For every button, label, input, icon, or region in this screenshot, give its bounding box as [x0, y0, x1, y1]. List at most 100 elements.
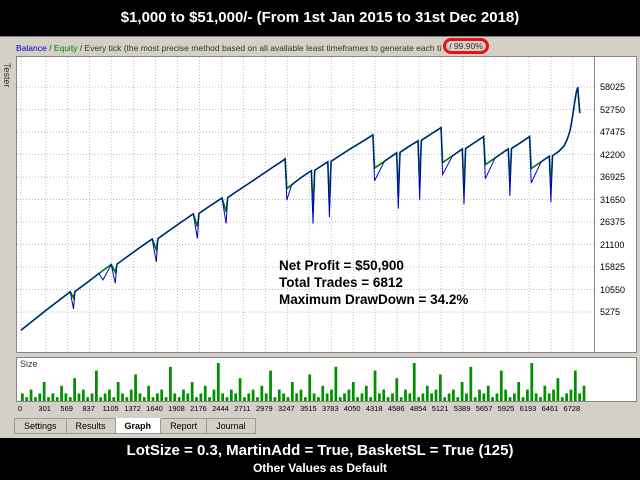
lot-size-bar: [273, 397, 277, 401]
lot-size-bar: [447, 393, 451, 401]
x-axis-label: 1908: [168, 404, 185, 413]
lot-size-bar: [177, 397, 181, 401]
x-axis-label: 837: [82, 404, 95, 413]
lot-size-bar: [256, 397, 259, 401]
lot-size-bar: [378, 393, 381, 401]
lot-size-bar: [334, 366, 338, 401]
lot-size-bar: [212, 389, 216, 401]
lot-size-bar: [508, 397, 512, 401]
lot-size-bar: [499, 370, 503, 401]
y-axis-label: 10550: [600, 284, 626, 295]
tester-caption: Tester: [2, 63, 12, 88]
lot-size-bar: [77, 393, 81, 401]
lot-size-bar: [386, 397, 390, 401]
net-profit-text: Net Profit = $50,900: [279, 258, 404, 273]
tab-journal[interactable]: Journal: [207, 418, 256, 434]
lot-size-bar: [578, 393, 582, 401]
x-axis-label: 6728: [563, 404, 581, 413]
lot-size-bar: [155, 393, 159, 401]
lot-size-bar: [121, 393, 124, 401]
lot-size-bar: [465, 393, 468, 401]
lot-size-histogram: Size: [16, 357, 637, 402]
lot-size-bars: [21, 363, 586, 401]
x-axis-label: 1105: [102, 404, 119, 413]
lot-size-bar: [364, 385, 368, 401]
lot-size-bar: [221, 393, 225, 401]
lot-size-bar: [216, 363, 220, 401]
x-axis-label: 4318: [365, 404, 383, 413]
lot-size-bar: [408, 393, 412, 401]
x-axis-label: 2979: [256, 404, 273, 413]
lot-size-bar: [330, 389, 333, 401]
bottom-banner-settings-text: LotSize = 0.3, MartinAdd = True, BasketS…: [126, 442, 514, 459]
lot-size-bar: [34, 397, 37, 401]
lot-size-bar: [25, 397, 29, 401]
tester-tab-bar: Settings Results Graph Report Journal: [14, 418, 256, 435]
results-annotation: Net Profit = $50,900 Total Trades = 6812…: [279, 257, 468, 308]
lot-size-bar: [543, 385, 547, 401]
x-axis-label: 5925: [497, 404, 515, 413]
equity-legend-label: Equity: [53, 43, 78, 53]
tab-report[interactable]: Report: [161, 418, 208, 434]
x-axis-label: 3783: [321, 404, 339, 413]
tester-dock-strip: Tester: [0, 37, 14, 438]
x-axis-label: 569: [60, 404, 73, 413]
lot-size-bar: [325, 393, 329, 401]
lot-size-bar: [373, 370, 377, 401]
y-axis-label: 47475: [600, 127, 626, 137]
lot-size-bar: [68, 397, 72, 401]
lot-size-bar: [90, 393, 94, 401]
lot-size-bar: [438, 374, 442, 401]
lot-size-bar: [151, 397, 155, 401]
lot-size-bar: [164, 397, 168, 401]
lot-size-bar: [290, 382, 294, 401]
lot-size-bar: [277, 389, 281, 401]
lot-size-bar: [186, 393, 190, 401]
lot-size-bar: [243, 397, 246, 401]
lot-size-bar: [234, 393, 238, 401]
lot-size-bar: [491, 397, 494, 401]
lot-size-bar: [112, 397, 116, 401]
tab-settings[interactable]: Settings: [14, 418, 67, 434]
y-axis-label: 21100: [600, 239, 625, 250]
lot-size-bar: [47, 397, 50, 401]
lot-size-bar: [269, 370, 272, 401]
x-axis-label: 2176: [190, 404, 207, 413]
x-axis-label: 3515: [299, 404, 317, 413]
lot-size-bar: [560, 397, 564, 401]
lot-size-bar: [404, 389, 407, 401]
lot-size-bar: [495, 393, 499, 401]
x-axis: 0 301 569 837 1105 1372 1640 1908 2176 2444 2711 29…: [16, 404, 626, 414]
tab-results[interactable]: Results: [66, 418, 116, 434]
lot-size-bar: [456, 397, 460, 401]
lot-size-bar: [73, 378, 76, 401]
lot-size-bar: [86, 397, 90, 401]
y-axis-label: 5275: [600, 307, 621, 317]
x-axis-label: 0: [17, 404, 23, 413]
lot-size-bar: [482, 393, 486, 401]
lot-size-bar: [338, 397, 342, 401]
lot-size-bar: [103, 393, 107, 401]
top-banner: $1,000 to $51,000/- (From 1st Jan 2015 t…: [0, 0, 640, 36]
lot-size-bar: [347, 389, 351, 401]
lot-size-bar: [343, 393, 346, 401]
lot-size-bar: [486, 385, 490, 401]
lot-size-bar: [142, 397, 146, 401]
lot-size-bar: [399, 397, 403, 401]
lot-size-bar: [382, 389, 386, 401]
lot-size-bar: [512, 393, 516, 401]
lot-size-bar: [473, 397, 477, 401]
max-drawdown-text: Maximum DrawDown = 34.2%: [279, 292, 469, 307]
lot-size-bar: [321, 385, 325, 401]
x-axis-label: 1640: [146, 404, 163, 413]
lot-size-bar: [530, 363, 534, 401]
lot-size-bar: [225, 397, 229, 401]
x-axis-label: 4854: [409, 404, 427, 413]
tab-graph[interactable]: Graph: [115, 418, 162, 434]
chart-header: Balance / Equity / Every tick (the most …: [16, 38, 489, 54]
lot-size-bar: [517, 382, 521, 401]
y-axis: 5275 10550 15825 21100 26375 31650 36925 42200 4…: [598, 57, 638, 352]
y-axis-label: 36925: [600, 172, 626, 182]
lot-size-bar: [356, 397, 359, 401]
